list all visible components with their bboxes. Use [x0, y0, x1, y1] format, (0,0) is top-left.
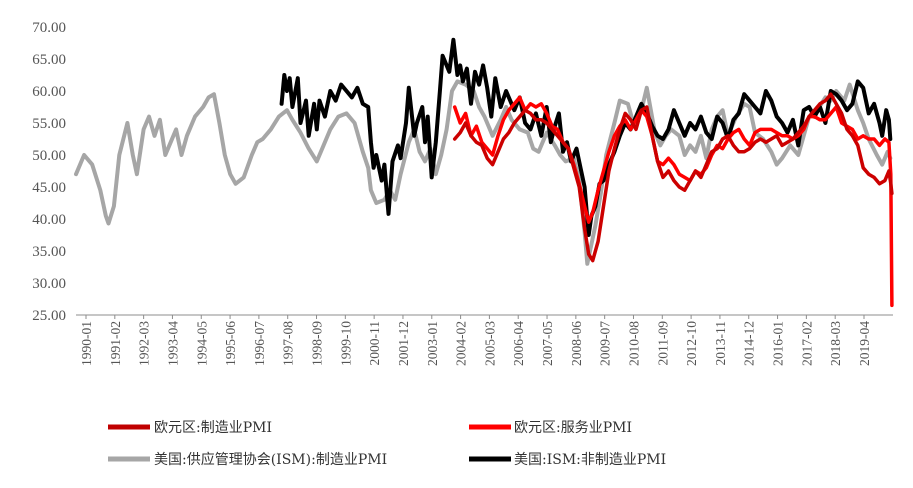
y-tick-label: 35.00: [32, 244, 66, 260]
y-tick-label: 55.00: [32, 116, 66, 132]
x-tick-label: 2018-03: [828, 321, 843, 366]
x-tick-label: 2013-11: [713, 321, 728, 366]
series-line: [452, 92, 894, 263]
y-tick-label: 70.00: [32, 20, 66, 36]
x-tick-label: 2000-11: [367, 321, 382, 366]
legend-label-eurozone-manufacturing: 欧元区:制造业PMI: [154, 420, 272, 436]
series-line: [452, 95, 894, 308]
y-tick-label: 40.00: [32, 212, 66, 228]
x-tick-label: 2004-02: [454, 321, 469, 366]
x-tick-label: 2007-05: [540, 321, 555, 366]
x-tick-label: 2014-12: [742, 321, 757, 366]
y-tick-label: 45.00: [32, 180, 66, 196]
x-tick-label: 1996-07: [252, 321, 267, 366]
x-axis-ticks: 1990-01 1991-02 1992-03 1993-04 1994-05 1995-…: [79, 315, 872, 366]
y-tick-label: 50.00: [32, 148, 66, 164]
x-tick-label: 2008-06: [569, 321, 584, 366]
x-tick-label: 2010-08: [626, 321, 641, 366]
x-tick-label: 1994-05: [194, 321, 209, 366]
x-tick-label: 2006-04: [511, 321, 526, 366]
x-tick-label: 2001-12: [396, 321, 411, 366]
x-tick-label: 1995-06: [223, 321, 238, 366]
x-tick-label: 2017-02: [799, 321, 814, 366]
series-line: [74, 79, 893, 266]
x-tick-label: 2012-10: [684, 321, 699, 366]
x-tick-label: 1993-04: [165, 321, 180, 366]
x-tick-label: 2011-09: [655, 321, 670, 366]
legend-label-us-ism-manufacturing: 美国:供应管理协会(ISM):制造业PMI: [154, 451, 387, 468]
x-tick-label: 2009-07: [598, 321, 613, 366]
legend-item-us-ism-manufacturing: 美国:供应管理协会(ISM):制造业PMI: [108, 451, 387, 468]
x-tick-label: 1992-03: [137, 321, 152, 366]
x-tick-label: 1998-09: [310, 321, 325, 366]
series-layer: [74, 37, 894, 308]
x-tick-label: 1999-10: [338, 321, 353, 366]
x-tick-label: 2019-04: [857, 321, 872, 366]
y-axis-ticks: 25.00 30.00 35.00 40.00 45.00 50.00 55.00 60.00…: [32, 20, 66, 324]
x-tick-label: 2003-01: [425, 321, 440, 366]
legend: 欧元区:制造业PMI 欧元区:服务业PMI 美国:供应管理协会(ISM):制造业…: [108, 420, 666, 468]
x-tick-label: 1990-01: [79, 321, 94, 366]
legend-label-us-ism-nonmanufacturing: 美国:ISM:非制造业PMI: [514, 452, 666, 468]
x-tick-label: 2016-01: [771, 321, 786, 366]
x-tick-label: 2005-03: [482, 321, 497, 366]
y-tick-label: 60.00: [32, 84, 66, 100]
legend-label-eurozone-services: 欧元区:服务业PMI: [514, 420, 632, 436]
series-line: [279, 37, 893, 237]
x-tick-label: 1997-08: [281, 321, 296, 366]
legend-item-us-ism-nonmanufacturing: 美国:ISM:非制造业PMI: [469, 452, 666, 468]
legend-item-eurozone-manufacturing: 欧元区:制造业PMI: [108, 420, 272, 436]
y-tick-label: 65.00: [32, 52, 66, 68]
legend-item-eurozone-services: 欧元区:服务业PMI: [469, 420, 632, 436]
y-tick-label: 30.00: [32, 276, 66, 292]
y-tick-label: 25.00: [32, 308, 66, 324]
x-tick-label: 1991-02: [108, 321, 123, 366]
